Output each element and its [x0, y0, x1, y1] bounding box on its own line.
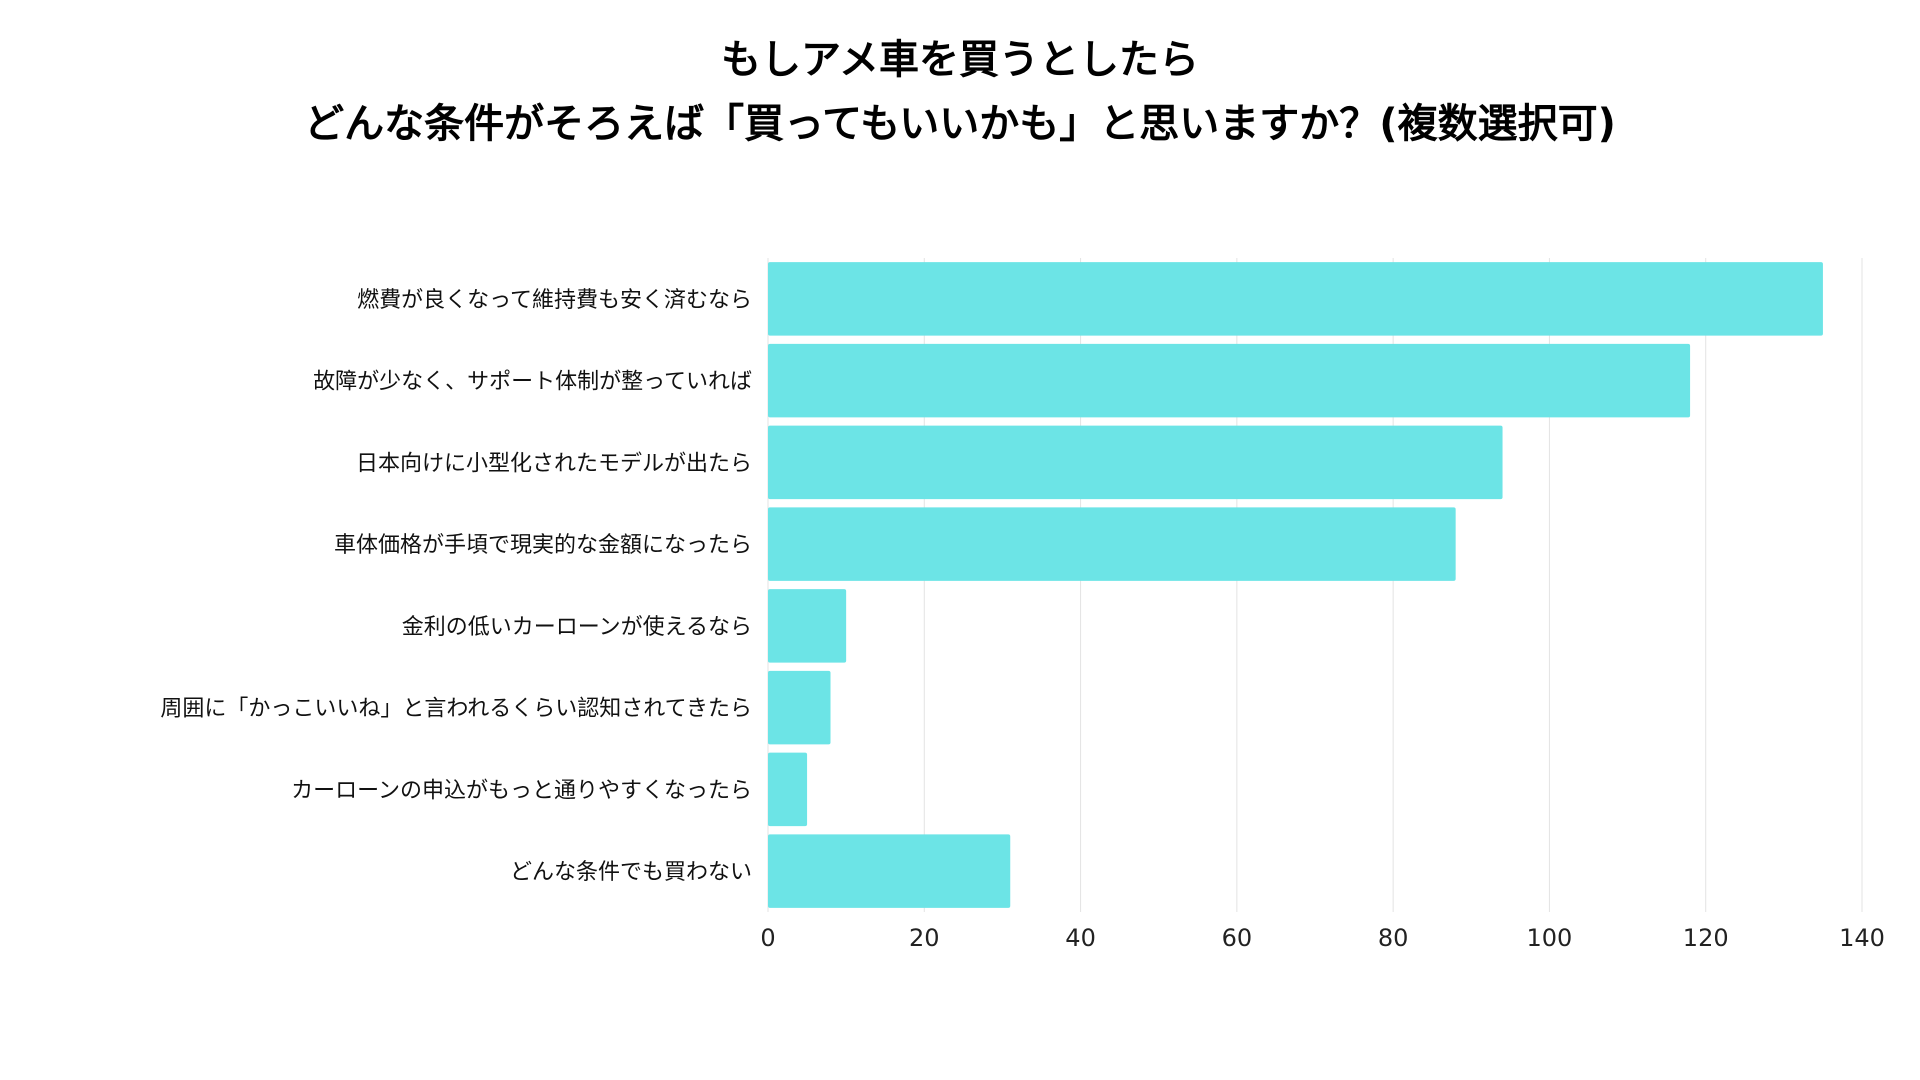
- x-tick-label: 100: [1527, 924, 1573, 952]
- bar: [768, 343, 1691, 418]
- category-labels: 燃費が良くなって維持費も安く済むなら故障が少なく、サポート体制が整っていれば日本…: [160, 288, 752, 885]
- chart-subtitle: どんな条件がそろえば「買ってもいいかも」と思いますか？(複数選択可): [304, 101, 1616, 147]
- x-tick-label: 120: [1683, 924, 1729, 952]
- category-label: 燃費が良くなって維持費も安く済むなら: [357, 288, 752, 313]
- x-tick-label: 20: [909, 924, 940, 952]
- bar: [768, 262, 1823, 336]
- category-label: 周囲に「かっこいいね」と言われるくらい認知されてきたら: [160, 697, 752, 722]
- chart-title: もしアメ車を買うとしたら: [721, 37, 1199, 83]
- x-tick-label: 80: [1378, 924, 1409, 952]
- category-label: どんな条件でも買わない: [510, 860, 752, 885]
- chart-title-block: もしアメ車を買うとしたら どんな条件がそろえば「買ってもいいかも」と思いますか？…: [0, 28, 1920, 156]
- category-label: 故障が少なく、サポート体制が整っていれば: [313, 370, 752, 395]
- category-label: 金利の低いカーローンが使えるなら: [402, 615, 752, 640]
- x-tick-labels: 0 20 40 60 80 100 120 140: [760, 924, 1885, 952]
- bar: [768, 507, 1456, 581]
- category-label: 日本向けに小型化されたモデルが出たら: [356, 451, 752, 476]
- bar: [768, 752, 808, 827]
- x-tick-label: 0: [760, 924, 775, 952]
- bar: [768, 670, 831, 745]
- bar: [768, 589, 847, 663]
- x-tick-label: 140: [1839, 924, 1885, 952]
- bar: [768, 834, 1011, 908]
- category-label: 車体価格が手頃で現実的な金額になったら: [334, 533, 752, 558]
- x-tick-label: 40: [1065, 924, 1096, 952]
- x-tick-label: 60: [1222, 924, 1253, 952]
- bars: [768, 262, 1823, 908]
- category-label: カーローンの申込がもっと通りやすくなったら: [291, 778, 752, 803]
- bar: [768, 425, 1503, 500]
